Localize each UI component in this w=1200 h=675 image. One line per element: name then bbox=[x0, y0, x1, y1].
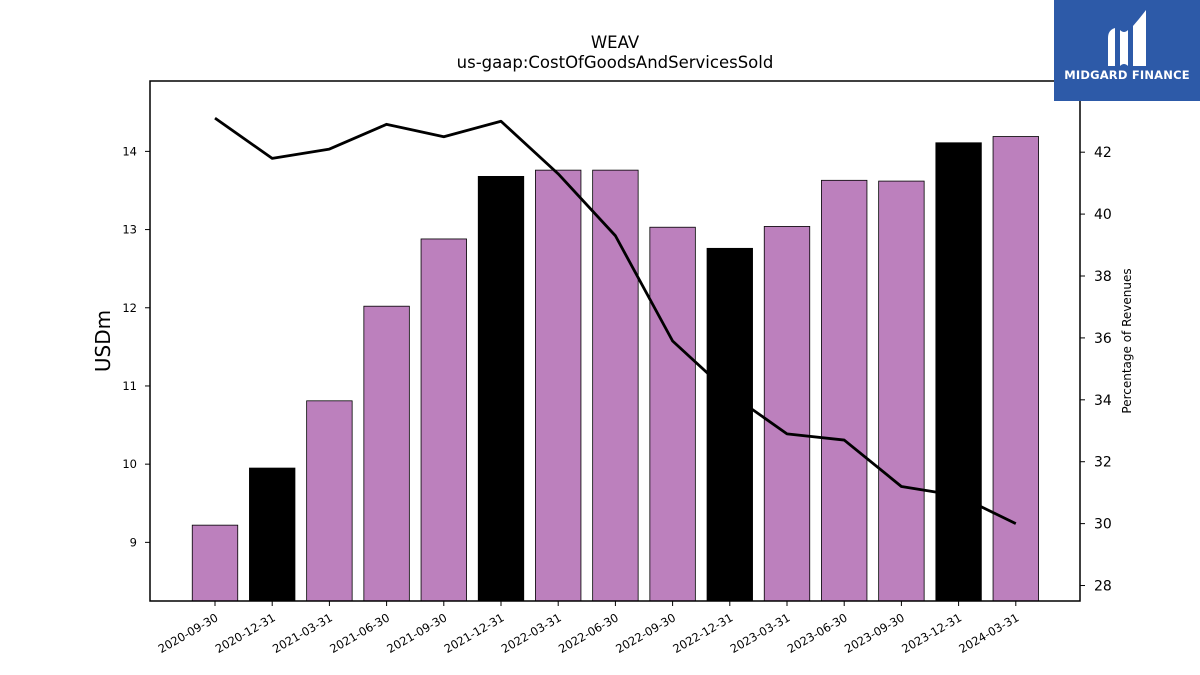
y-tick-label: 12 bbox=[122, 301, 137, 315]
logo-text: MIDGARD FINANCE bbox=[1064, 68, 1190, 82]
y-tick-label: 13 bbox=[122, 223, 137, 237]
bar bbox=[363, 305, 410, 602]
x-tick-label: 2022-12-31 bbox=[670, 610, 735, 656]
bar bbox=[592, 169, 639, 602]
y-tick-label: 9 bbox=[130, 535, 137, 549]
x-tick-label: 2024-03-31 bbox=[956, 610, 1021, 656]
x-tick-label: 2021-09-30 bbox=[384, 610, 449, 656]
y-axis-label: USDm bbox=[91, 310, 115, 372]
y2-tick-label: 28 bbox=[1094, 579, 1112, 595]
series-line bbox=[214, 116, 1017, 525]
x-tick-label: 2023-09-30 bbox=[842, 610, 907, 656]
x-tick-label: 2021-03-31 bbox=[270, 610, 335, 656]
chart-subtitle: us-gaap:CostOfGoodsAndServicesSold bbox=[457, 53, 774, 72]
bar bbox=[477, 175, 525, 602]
bar bbox=[649, 226, 696, 602]
y2-tick-label: 34 bbox=[1094, 393, 1112, 409]
x-tick-label: 2022-06-30 bbox=[556, 610, 621, 656]
bar bbox=[420, 238, 467, 602]
x-tick-label: 2021-12-31 bbox=[442, 610, 507, 656]
bar bbox=[191, 524, 239, 602]
logo-mark-icon bbox=[1108, 10, 1146, 66]
bar bbox=[878, 180, 925, 602]
chart-title: WEAV bbox=[591, 33, 640, 52]
bar bbox=[992, 136, 1039, 602]
y2-tick-label: 32 bbox=[1094, 455, 1112, 471]
x-tick-label: 2023-03-31 bbox=[728, 610, 793, 656]
x-tick-label: 2020-09-30 bbox=[156, 610, 221, 656]
y-tick-label: 14 bbox=[122, 144, 137, 158]
y-tick-label: 11 bbox=[122, 379, 137, 393]
x-tick-label: 2020-12-31 bbox=[213, 610, 278, 656]
bar bbox=[249, 467, 296, 602]
bar bbox=[763, 226, 811, 602]
x-tick-label: 2022-09-30 bbox=[613, 610, 678, 656]
bar bbox=[821, 179, 868, 602]
bar bbox=[535, 169, 582, 602]
y2-tick-label: 30 bbox=[1094, 517, 1112, 533]
y2-tick-label: 38 bbox=[1094, 269, 1112, 285]
x-tick-label: 2023-06-30 bbox=[785, 610, 850, 656]
y2-tick-label: 36 bbox=[1094, 331, 1112, 347]
midgard-finance-logo: MIDGARD FINANCE bbox=[1054, 0, 1200, 101]
bar bbox=[306, 400, 353, 602]
y2-tick-label: 40 bbox=[1094, 207, 1112, 223]
x-tick-label: 2022-03-31 bbox=[499, 610, 564, 656]
y-tick-label: 10 bbox=[122, 457, 137, 471]
bar bbox=[935, 142, 982, 602]
x-tick-label: 2021-06-30 bbox=[327, 610, 392, 656]
y2-tick-label: 42 bbox=[1094, 145, 1112, 161]
x-tick-label: 2023-12-31 bbox=[899, 610, 964, 656]
y2-axis-label: Percentage of Revenues bbox=[1120, 268, 1134, 413]
bar bbox=[706, 247, 753, 602]
